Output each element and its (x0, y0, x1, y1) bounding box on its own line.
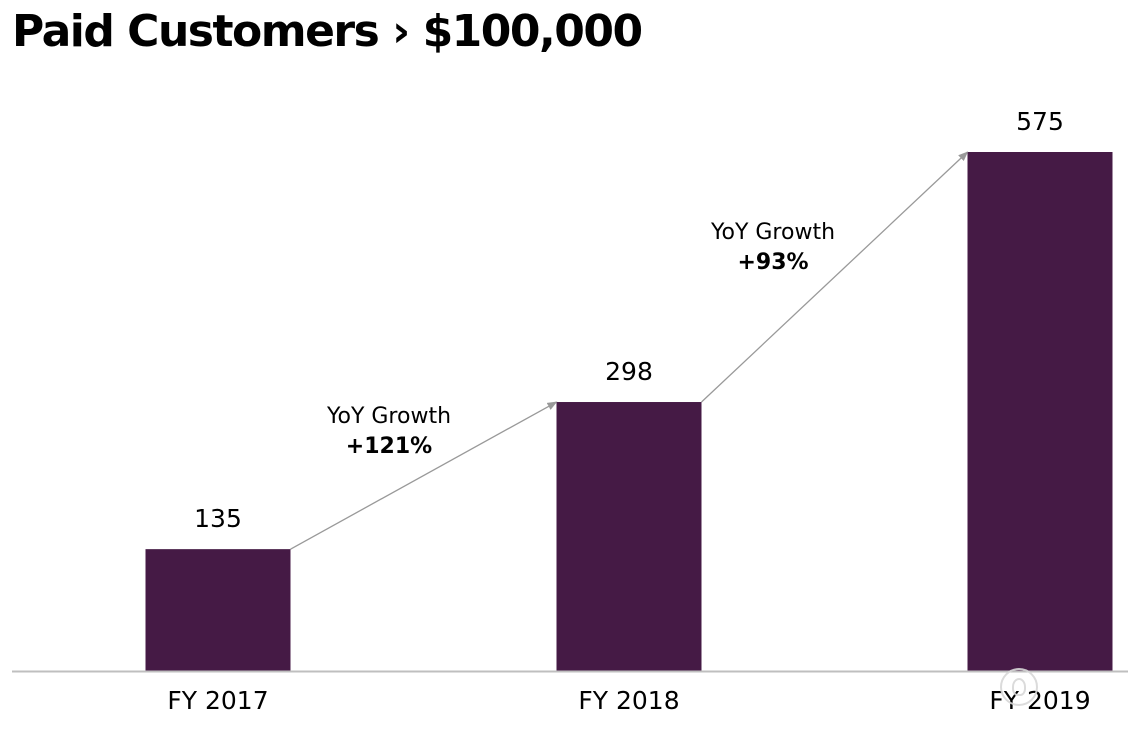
growth-arrow (290, 401, 558, 550)
bar-fy-2019 (967, 152, 1113, 671)
data-label: 575 (1016, 107, 1064, 136)
data-label: 135 (194, 504, 242, 533)
bar-fy-2018 (556, 402, 702, 671)
bar-fy-2017 (145, 549, 291, 671)
growth-value: +93% (737, 250, 808, 275)
chart-title: Paid Customers › $100,000 (12, 6, 643, 57)
data-label: 298 (605, 357, 653, 386)
x-tick-label: FY 2018 (578, 686, 679, 715)
growth-label: YoY Growth (326, 404, 451, 429)
x-tick-label: FY 2017 (167, 686, 268, 715)
growth-arrow (701, 151, 969, 403)
growth-label: YoY Growth (710, 220, 835, 245)
watermark-logo-icon (1000, 668, 1038, 706)
growth-value: +121% (346, 434, 432, 459)
